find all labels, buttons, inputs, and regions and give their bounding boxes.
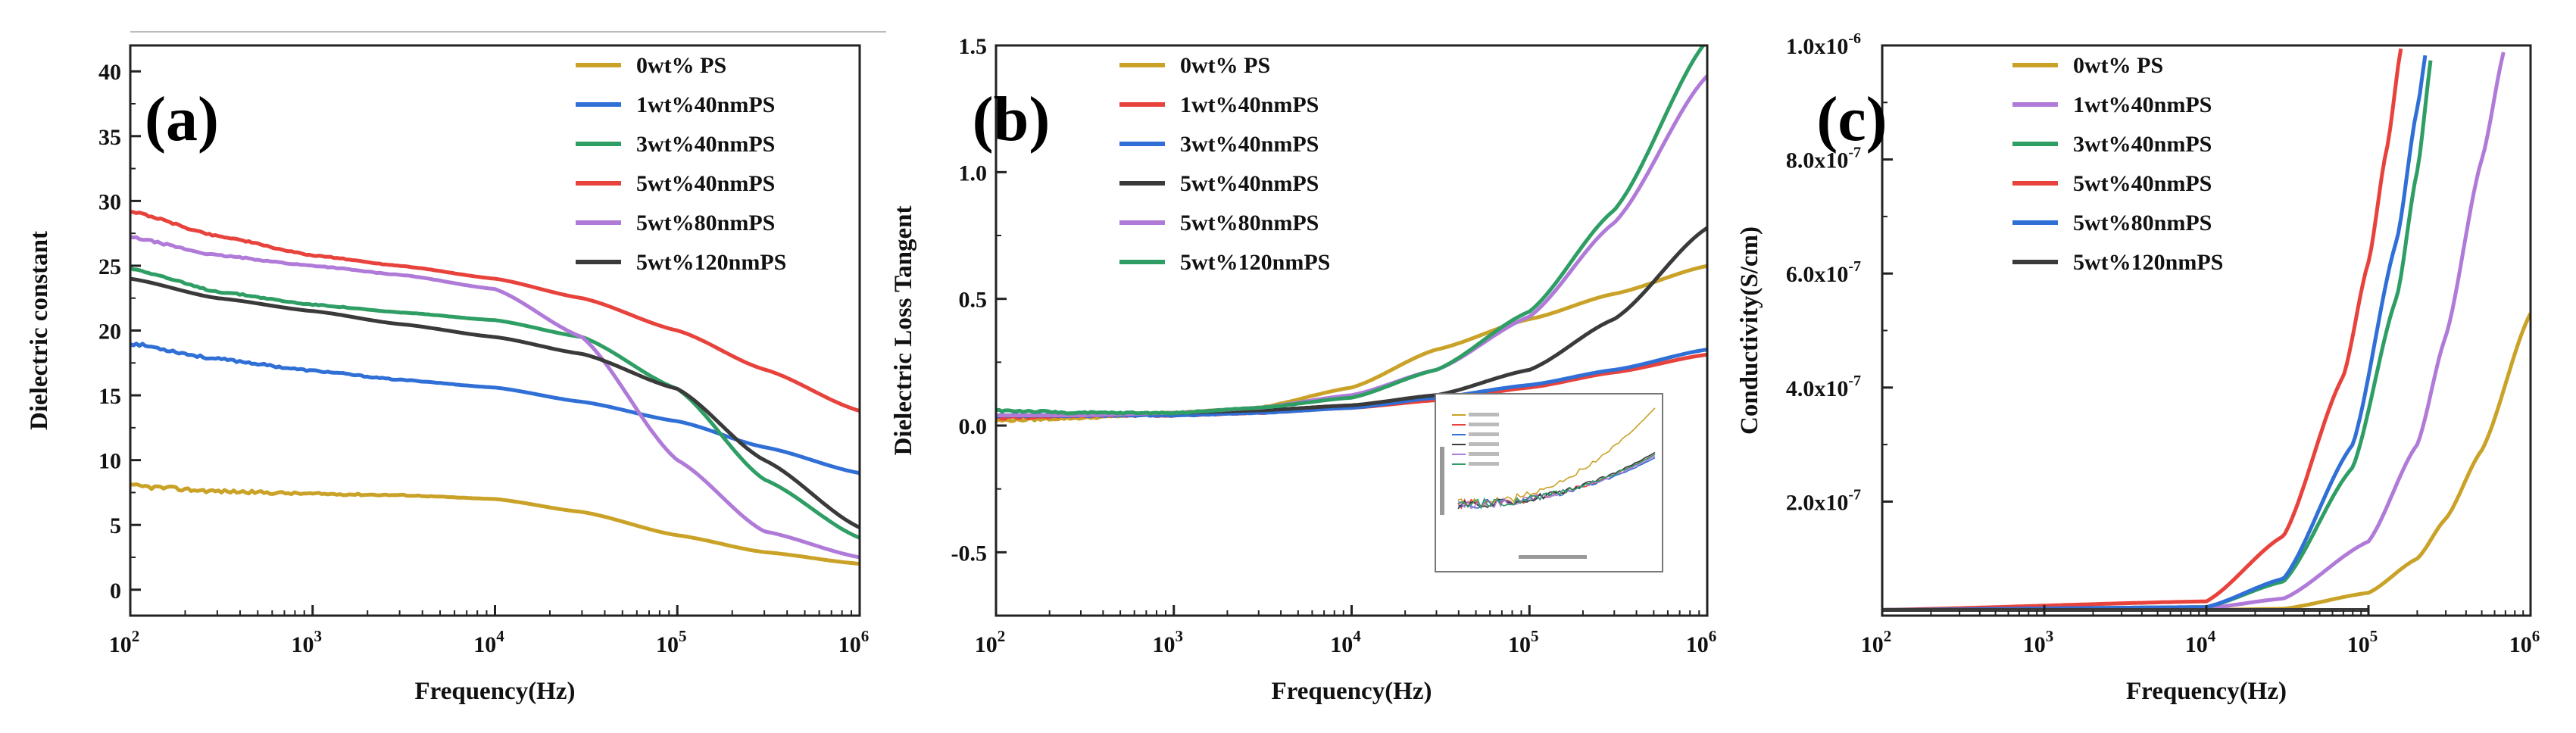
inset-legend-text	[1469, 442, 1499, 446]
x-axis-title: Frequency(Hz)	[414, 678, 575, 705]
inset-series-line	[1457, 407, 1656, 507]
inset-legend-text	[1469, 413, 1499, 416]
panel-b: 102 103 104 105 106 -0.5 0.0 0.5 1.0 1.5 Frequency…	[890, 34, 1716, 705]
legend-label: 3wt%40nmPS	[636, 132, 775, 157]
series-line-a-4	[130, 235, 860, 560]
y-tick-label: 15	[98, 384, 121, 409]
legend-label: 0wt% PS	[1180, 53, 1270, 78]
x-axis-title: Frequency(Hz)	[2126, 678, 2287, 705]
legend-label: 0wt% PS	[636, 53, 726, 78]
x-tick-label: 103	[292, 627, 323, 657]
legend-label: 1wt%40nmPS	[2073, 92, 2212, 117]
legend-c: 0wt% PS 1wt%40nmPS 3wt%40nmPS 5wt%40nmPS 5wt…	[2012, 53, 2223, 275]
legend-label: 5wt%80nmPS	[2073, 211, 2212, 235]
plot-area-a	[130, 210, 860, 566]
x-tick-label: 102	[1861, 627, 1892, 657]
y-axis-title: Dielectric constant	[26, 231, 53, 430]
panel-c: 102 103 104 105 106 2.0x10-7 4.0x10-7 6.0x10-7 8…	[1736, 30, 2540, 705]
series-line-a-0	[130, 482, 860, 566]
y-tick-label: 1.5	[959, 34, 988, 59]
x-tick-label: 106	[2509, 627, 2540, 657]
inset-legend-text	[1469, 423, 1499, 426]
inset-series-line	[1457, 454, 1656, 510]
inset-axis-label	[1440, 447, 1444, 515]
y-axis-title: Dielectric Loss Tangent	[890, 205, 917, 455]
legend-label: 5wt%40nmPS	[1180, 171, 1319, 196]
y-tick-label: 20	[98, 320, 121, 345]
legend-label: 1wt%40nmPS	[1180, 92, 1319, 117]
y-tick-label: 0	[110, 579, 121, 604]
y-tick-label: 40	[98, 60, 121, 85]
x-tick-label: 104	[473, 627, 504, 657]
x-axis-title: Frequency(Hz)	[1271, 678, 1432, 705]
inset-legend-text	[1469, 462, 1499, 466]
legend-label: 5wt%120nmPS	[636, 250, 786, 275]
y-tick-label: 0.0	[959, 414, 988, 439]
series-line-b-4	[996, 74, 1707, 418]
y-tick-label: 35	[98, 125, 121, 150]
x-tick-label: 106	[1686, 627, 1717, 657]
y-tick-label: 1.0	[959, 161, 988, 186]
y-tick-label: 8.0x10-7	[1786, 145, 1861, 173]
panel-label: (b)	[973, 84, 1051, 154]
series-line-c-0	[1882, 312, 2531, 612]
legend-label: 3wt%40nmPS	[2073, 132, 2212, 157]
panel-label: (a)	[145, 84, 219, 154]
y-tick-label: -0.5	[951, 541, 988, 566]
legend-label: 1wt%40nmPS	[636, 92, 775, 117]
x-tick-label: 105	[2347, 627, 2378, 657]
series-line-b-5	[996, 45, 1706, 416]
legend-label: 5wt%40nmPS	[2073, 171, 2212, 196]
plot-area-c	[1882, 48, 2531, 612]
x-tick-label: 104	[2185, 627, 2216, 657]
inset-legend-text	[1469, 432, 1499, 436]
x-tick-label: 102	[109, 627, 140, 657]
panel-a: 102 103 104 105 106 0 5 10 15 20 25 30 35 40 Frequency…	[26, 44, 870, 705]
plot-frame-c	[1881, 44, 2532, 617]
y-tick-label: 4.0x10-7	[1786, 373, 1861, 401]
x-tick-label: 105	[1508, 627, 1539, 657]
y-tick-label: 0.5	[959, 288, 988, 313]
legend-label: 5wt%40nmPS	[636, 171, 775, 196]
inset-legend-text	[1469, 452, 1499, 456]
panel-label: (c)	[1816, 84, 1887, 154]
inset-xaxis-label	[1519, 555, 1587, 559]
legend-a: 0wt% PS 1wt%40nmPS 3wt%40nmPS 5wt%40nmPS 5wt…	[576, 53, 786, 275]
y-axis-title: Conductivity(S/cm)	[1736, 226, 1763, 435]
legend-label: 5wt%80nmPS	[636, 211, 775, 235]
y-tick-label: 6.0x10-7	[1786, 258, 1861, 287]
x-tick-label: 103	[1153, 627, 1184, 657]
y-tick-label: 5	[110, 513, 121, 538]
x-tick-label: 103	[2023, 627, 2054, 657]
x-tick-label: 102	[975, 627, 1006, 657]
x-tick-label: 105	[656, 627, 687, 657]
x-tick-label: 104	[1330, 627, 1361, 657]
series-line-a-3	[130, 210, 860, 413]
x-tick-label: 106	[838, 627, 870, 657]
legend-b: 0wt% PS 1wt%40nmPS 3wt%40nmPS 5wt%40nmPS 5wt…	[1119, 53, 1330, 275]
legend-label: 5wt%80nmPS	[1180, 211, 1319, 235]
series-line-a-5	[130, 276, 860, 529]
legend-label: 3wt%40nmPS	[1180, 132, 1319, 157]
inset-frame	[1435, 393, 1663, 572]
plot-frame-a	[129, 44, 861, 617]
series-line-a-2	[130, 266, 860, 540]
inset-plot	[1435, 393, 1663, 572]
plot-area-b	[996, 45, 1707, 423]
y-tick-label: 10	[98, 449, 121, 474]
y-tick-label: 2.0x10-7	[1786, 486, 1861, 515]
legend-label: 5wt%120nmPS	[2073, 250, 2223, 275]
y-tick-label: 30	[98, 189, 121, 214]
y-tick-label: 25	[98, 254, 121, 279]
legend-label: 0wt% PS	[2073, 53, 2163, 78]
legend-label: 5wt%120nmPS	[1180, 250, 1330, 275]
y-tick-label: 1.0x10-6	[1786, 30, 1861, 59]
